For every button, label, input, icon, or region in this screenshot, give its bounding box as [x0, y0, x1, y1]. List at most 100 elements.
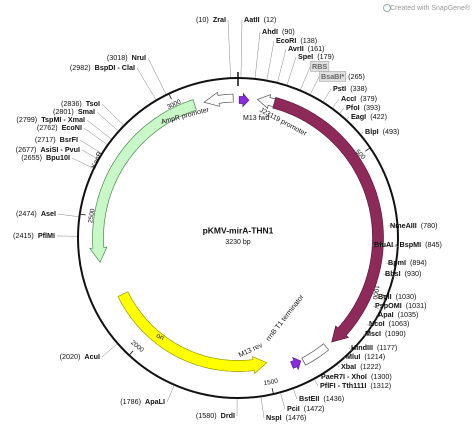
site-label: SpeI (179) [298, 52, 334, 61]
ruler-label: 1500 [263, 378, 279, 387]
site-position: (1436) [323, 394, 344, 403]
site-name: EcoRI [276, 36, 296, 45]
site-position: (2836) [61, 99, 82, 108]
site-position: (2655) [21, 153, 42, 162]
plasmid-length: 3230 bp [225, 239, 250, 246]
site-name: BlpI [365, 127, 379, 136]
site-position: (10) [196, 15, 209, 24]
site-position: (2762) [37, 123, 58, 132]
site-leader [343, 356, 346, 359]
site-name: PflMI [38, 231, 55, 240]
site-position: (1312) [370, 381, 391, 390]
site-leader [332, 98, 340, 108]
site-leader [81, 149, 98, 160]
site-leader [366, 323, 373, 328]
site-leader [382, 273, 395, 278]
site-name: XbaI [341, 362, 356, 371]
site-name: AvrII [288, 44, 304, 53]
site-label: (2799) TspMI - XmaI [16, 115, 85, 124]
site-name: SpeI [298, 52, 313, 61]
site-leader [375, 296, 387, 302]
site-name: Bpu10I [46, 153, 70, 162]
site-leader [101, 343, 117, 358]
ruler-tick [80, 213, 86, 216]
site-leader [385, 262, 397, 266]
site-name: NmeAIII [390, 221, 417, 230]
site-position: (1476) [286, 413, 307, 422]
site-name: PspOMI [375, 301, 402, 310]
site-position: (2717) [35, 135, 56, 144]
ruler-label: 2500 [87, 208, 96, 224]
feature-arrow [203, 91, 234, 107]
site-label: NmeAIII (780) [390, 221, 438, 230]
ruler-tick [129, 350, 134, 355]
site-leader [86, 119, 112, 140]
site-label: (2677) AsiSI - PvuI [16, 145, 80, 154]
site-position: (780) [421, 221, 438, 230]
ruler-tick [168, 94, 172, 100]
site-label: MscI (1090) [365, 329, 406, 338]
site-leader [362, 333, 366, 337]
site-leader [348, 347, 353, 352]
site-position: (1177) [377, 343, 397, 352]
site-name: TspMI - XmaI [41, 115, 85, 124]
site-name: BspDI - ClaI [95, 63, 135, 72]
site-leader [286, 56, 297, 85]
site-name: ZraI [213, 15, 226, 24]
site-label: (1580) DrdI [196, 411, 235, 420]
site-leader [266, 40, 275, 80]
site-name: BsrFI [60, 135, 78, 144]
site-label: AatII (12) [244, 15, 276, 24]
site-label: NcoI (1063) [369, 319, 409, 328]
site-leader [375, 314, 379, 317]
site-position: (1300) [371, 372, 392, 381]
site-leader [300, 66, 311, 90]
site-name: EcoNI [62, 123, 82, 132]
feature-label: ori [155, 332, 165, 342]
site-label: PfoI (393) [346, 103, 380, 112]
site-label: (2415) PflMI [13, 231, 55, 240]
site-position: (338) [350, 84, 367, 93]
feature-arrow [301, 343, 330, 366]
sites: AatII (12) AhdI (90)EcoRI (138)AvrII (161)Spe… [13, 15, 442, 422]
site-name: MscI [365, 329, 381, 338]
site-label: PstI (338) [333, 84, 367, 93]
site-label: (2474) AseI [16, 209, 56, 218]
site-label: BbsI (930) [385, 269, 421, 278]
site-label: NspI (1476) [266, 413, 306, 422]
site-position: (1214) [364, 352, 385, 361]
site-position: (894) [410, 258, 427, 267]
site-label: AvrII (161) [288, 44, 325, 53]
site-name: BpmI [388, 258, 406, 267]
site-position: (1472) [304, 404, 325, 413]
site-position: (1063) [389, 319, 410, 328]
site-leader [360, 131, 364, 135]
site-position: (2799) [16, 115, 37, 124]
site-leader [101, 103, 124, 126]
feature-label: M13 fwd [243, 115, 270, 122]
site-position: (1031) [406, 301, 427, 310]
site-leader [57, 213, 79, 217]
site-label: EcoRI (138) [276, 36, 317, 45]
site-position: (179) [317, 52, 334, 61]
site-name: EagI [351, 112, 366, 121]
site-label: PflFI - Tth111I (1312) [320, 381, 391, 390]
watermark-text: Created with SnapGene® [390, 4, 471, 12]
site-leader [147, 57, 167, 95]
site-name: TsoI [86, 99, 100, 108]
site-label: (3018) NruI [107, 53, 146, 62]
site-label: AccI (379) [341, 94, 377, 103]
site-position: (161) [308, 44, 325, 53]
site-name: PfoI [346, 103, 360, 112]
site-label: (2801) SmaI [53, 107, 95, 116]
site-position: (1580) [196, 411, 217, 420]
site-position: (1090) [385, 329, 406, 338]
site-position: (845) [425, 240, 442, 249]
site-position: (12) [264, 15, 277, 24]
site-label: (10) ZraI [196, 15, 226, 24]
site-position: (2801) [53, 107, 74, 116]
site-position: (2415) [13, 231, 34, 240]
ruler-tick [271, 388, 274, 394]
site-leader [387, 224, 399, 227]
